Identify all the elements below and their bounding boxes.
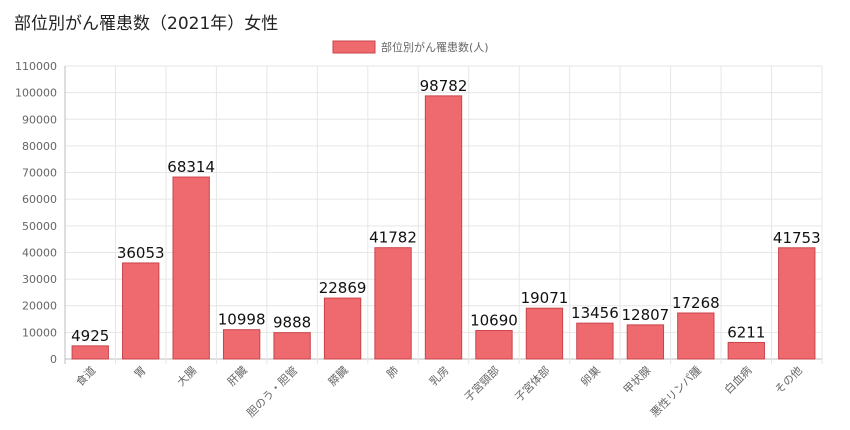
bar-その他[interactable] <box>778 247 816 360</box>
bar-肺[interactable] <box>374 247 412 360</box>
x-tick-label: 肺 <box>384 364 401 381</box>
page-title: 部位別がん罹患数（2021年）女性 <box>14 14 279 34</box>
x-tick-label: 肝臓 <box>225 364 250 389</box>
y-axis: 0 10000 20000 30000 40000 50000 60000 70000 8000… <box>15 60 57 366</box>
data-label: 9888 <box>273 314 311 332</box>
data-label: 17268 <box>672 294 720 312</box>
x-tick-label: 子宮体部 <box>512 363 553 404</box>
x-tick-label: 乳房 <box>427 364 452 389</box>
bar-子宮頸部[interactable] <box>475 330 513 360</box>
x-tick-label: 食道 <box>73 363 98 388</box>
bar-卵巣[interactable] <box>576 322 614 360</box>
data-label: 22869 <box>319 279 367 297</box>
bar-大腸[interactable] <box>172 176 210 360</box>
data-label: 41753 <box>773 229 821 247</box>
bar-食道[interactable] <box>71 345 109 360</box>
data-label: 41782 <box>369 229 417 247</box>
x-tick-label: その他 <box>772 364 805 397</box>
data-label: 10998 <box>218 311 266 329</box>
bar-乳房[interactable] <box>424 95 463 360</box>
data-label: 12807 <box>622 306 670 324</box>
bar-甲状腺[interactable] <box>626 324 665 360</box>
chart-legend[interactable]: 部位別がん罹患数(人) <box>332 40 489 54</box>
y-tick-label: 30000 <box>22 273 57 286</box>
y-tick-label: 20000 <box>22 300 57 313</box>
y-tick-label: 60000 <box>22 193 57 206</box>
y-tick-label: 70000 <box>22 167 57 180</box>
data-label: 10690 <box>470 312 518 330</box>
x-tick-label: 大腸 <box>174 363 199 388</box>
data-label: 36053 <box>117 244 165 262</box>
x-tick-label: 白血病 <box>721 363 754 396</box>
bar-胆のう・胆管[interactable] <box>273 332 311 360</box>
y-tick-label: 40000 <box>22 246 57 259</box>
data-label: 98782 <box>420 77 468 95</box>
bar-悪性リンパ腫[interactable] <box>677 312 715 360</box>
y-tick-label: 10000 <box>22 326 57 339</box>
x-tick-label: 胃 <box>132 364 149 381</box>
x-tick-label: 胆のう・胆管 <box>244 363 301 420</box>
y-tick-label: 50000 <box>22 220 57 233</box>
data-label: 13456 <box>571 304 619 322</box>
x-tick-label: 膵臓 <box>326 364 351 389</box>
legend-label: 部位別がん罹患数(人) <box>381 40 489 54</box>
y-tick-label: 0 <box>50 353 57 366</box>
data-label: 4925 <box>71 327 109 345</box>
bar-series: 4925 36053 68314 10998 9888 22869 41782 98782 10… <box>71 77 821 360</box>
bar-膵臓[interactable] <box>323 297 362 360</box>
y-tick-label: 90000 <box>22 113 57 126</box>
data-label: 6211 <box>727 323 765 341</box>
data-label: 19071 <box>521 289 569 307</box>
bar-子宮体部[interactable] <box>525 307 564 360</box>
data-label: 68314 <box>167 158 215 176</box>
bar-胃[interactable] <box>122 262 160 360</box>
x-tick-label: 子宮頸部 <box>461 363 502 404</box>
y-tick-label: 110000 <box>15 60 57 73</box>
x-tick-label: 悪性リンパ腫 <box>647 363 704 420</box>
bar-肝臓[interactable] <box>222 329 261 360</box>
legend-swatch <box>332 40 376 54</box>
x-tick-label: 甲状腺 <box>620 363 653 396</box>
y-tick-label: 80000 <box>22 140 57 153</box>
bar-白血病[interactable] <box>727 341 765 360</box>
y-tick-label: 100000 <box>15 87 57 100</box>
x-tick-label: 卵巣 <box>578 364 603 389</box>
